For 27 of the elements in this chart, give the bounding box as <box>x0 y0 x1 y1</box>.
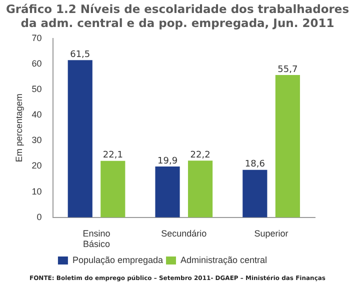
data-label: 19,9 <box>157 156 178 166</box>
chart-title: Gráfico 1.2 Níveis de escolaridade dos trabalhadores da adm. central e da pop. empregada, Jun. 2011 <box>4 1 350 30</box>
bar <box>100 160 126 218</box>
data-label: 55,7 <box>278 64 298 75</box>
bar <box>275 74 300 218</box>
bar <box>242 170 268 218</box>
bar <box>68 60 92 218</box>
y-tick-label: 10 <box>32 186 42 196</box>
data-label: 22,2 <box>190 150 210 160</box>
y-tick-label: 30 <box>32 135 42 146</box>
bar <box>188 160 213 218</box>
y-tick-label: 0 <box>36 212 42 222</box>
data-label: 22,1 <box>102 150 123 161</box>
x-tick-label: Superior <box>254 228 288 238</box>
y-tick-label: 60 <box>32 58 42 68</box>
y-tick-label: 70 <box>32 32 42 43</box>
bar <box>155 166 180 218</box>
legend-label: População empregada <box>72 254 164 265</box>
y-tick-label: 50 <box>32 84 42 94</box>
x-tick-label: Secundário <box>161 228 207 238</box>
y-tick-label: 40 <box>32 110 42 120</box>
x-tick-label: Ensino Básico <box>82 228 110 250</box>
data-label: 61,5 <box>70 50 90 60</box>
y-axis-title: Em percentagem <box>14 94 24 162</box>
y-tick-label: 20 <box>32 160 42 171</box>
data-label: 18,6 <box>244 160 266 170</box>
legend-label: Administração central <box>180 254 268 265</box>
